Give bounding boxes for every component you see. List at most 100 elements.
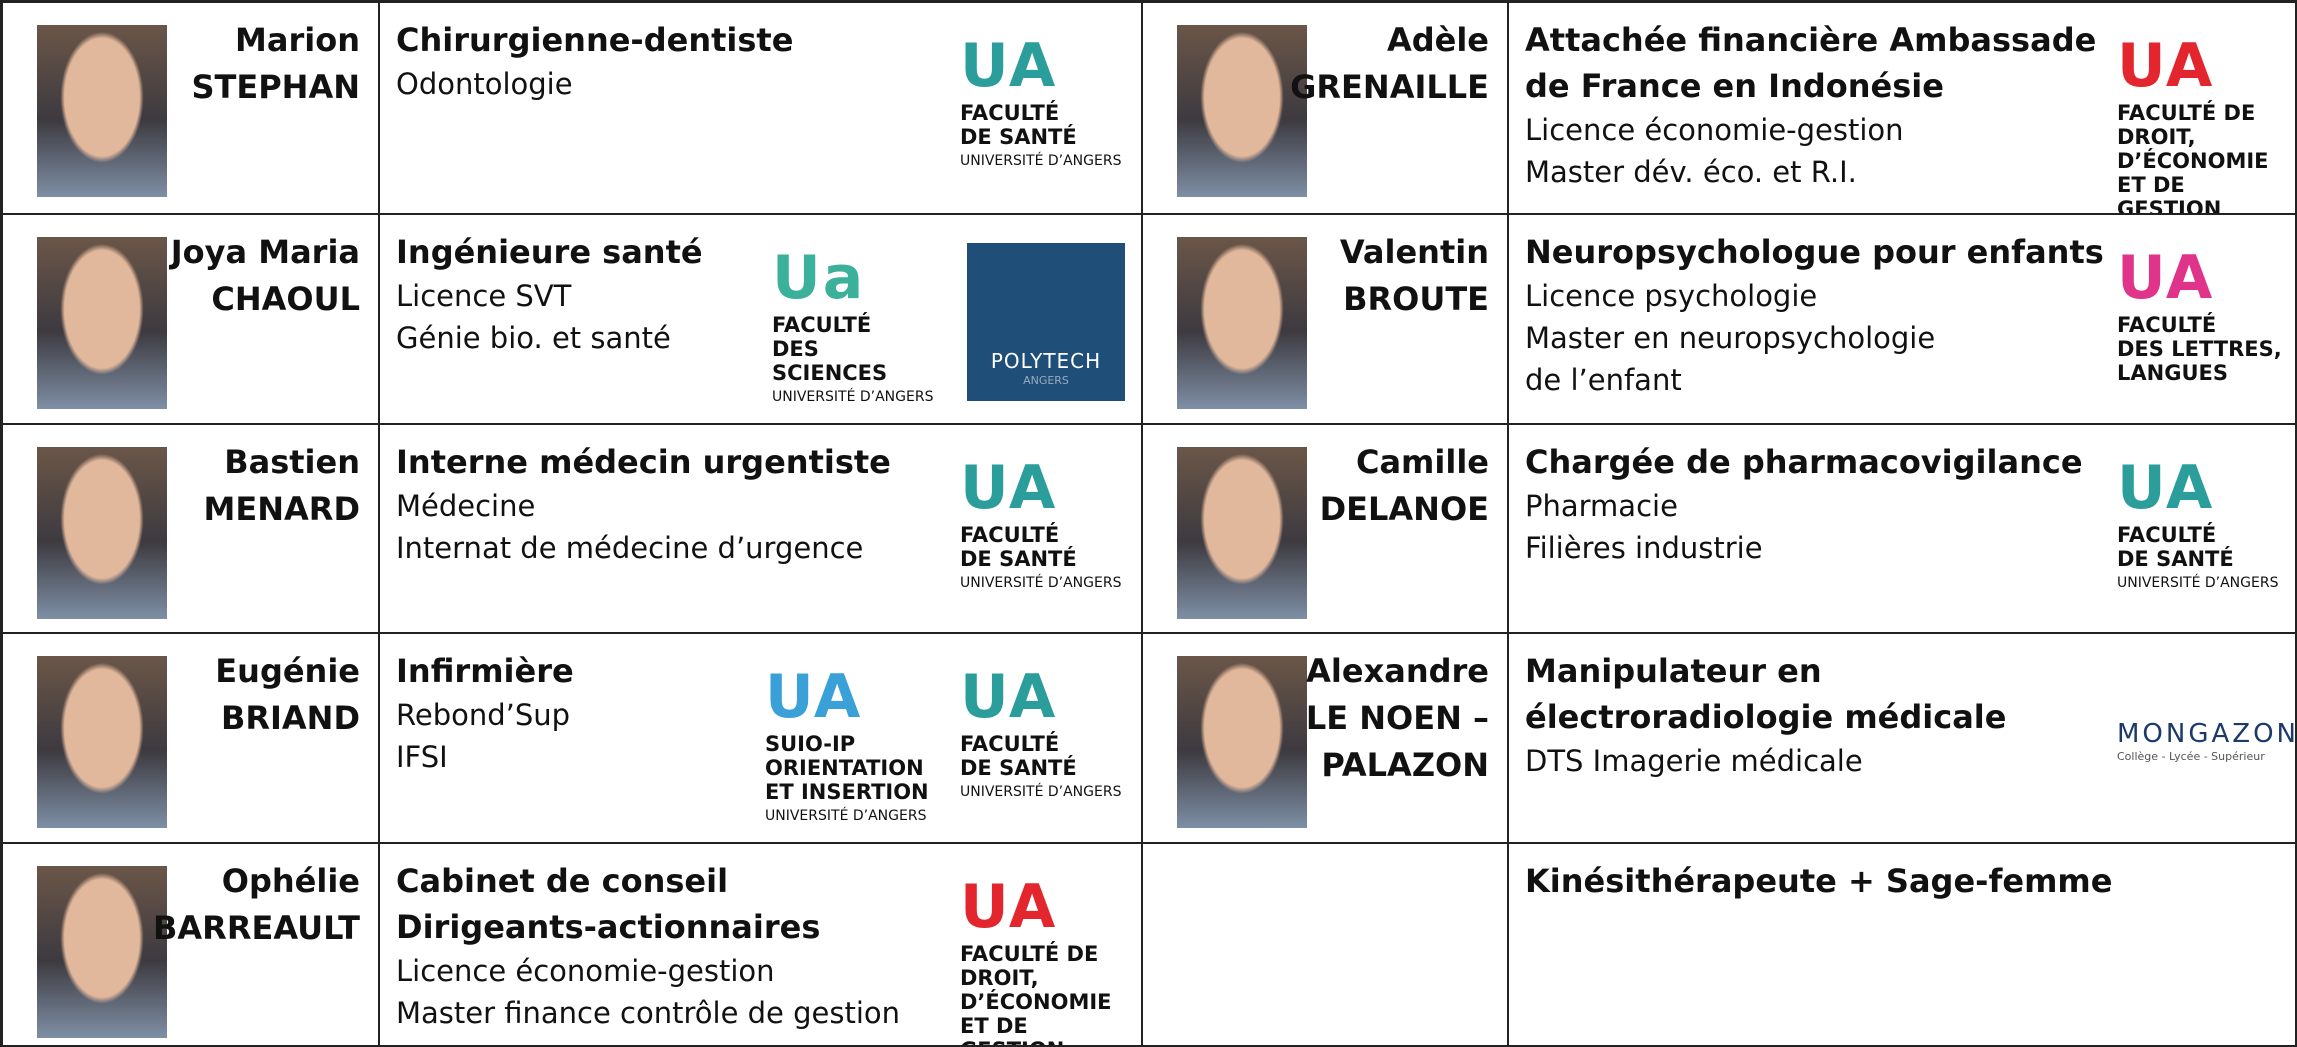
job-cell: Attachée financière Ambassade de France e… (1508, 2, 2295, 214)
job-title: Chargée de pharmacovigilance (1525, 443, 2083, 481)
job-cell: Kinésithérapeute + Sage-femme (1508, 843, 2295, 1045)
name-line: Alexandre (1306, 652, 1489, 690)
study-line: Odontologie (396, 67, 573, 101)
logo-text: FACULTÉ (2117, 523, 2217, 547)
logo-text: FACULTÉ (960, 101, 1060, 125)
name-line: BARREAULT (153, 909, 360, 947)
logo-text: ET DE GESTION (2117, 173, 2222, 214)
logo-subtext: Collège - Lycée - Supérieur (2117, 750, 2265, 763)
study-line: Master en neuropsychologie (1525, 321, 1936, 355)
person-cell: Alexandre LE NOEN – PALAZON (1142, 633, 1508, 843)
logo-subtext: UNIVERSITÉ D’ANGERS (772, 389, 934, 405)
job-text: Ingénieure santé Licence SVT Génie bio. et… (396, 229, 772, 423)
study-line: Licence SVT (396, 279, 572, 313)
study-line: IFSI (396, 740, 448, 774)
photo (37, 866, 167, 1038)
logo-text: DES SCIENCES (772, 337, 888, 385)
person-name: Valentin BROUTE (1340, 229, 1489, 323)
logos: MONGAZON Collège - Lycée - Supérieur (2117, 648, 2297, 842)
name-line: Camille (1355, 443, 1489, 481)
logo: UA FACULTÉ DES LETTRES, LANGUES (2117, 243, 2282, 385)
logo-subtext: UNIVERSITÉ D’ANGERS (960, 153, 1122, 169)
person-cell: Camille DELANOE (1142, 424, 1508, 633)
job: Chargée de pharmacovigilance Pharmacie Fil… (1509, 425, 2295, 632)
logo-mark: UA (960, 453, 1058, 523)
logo-mark: UA (960, 872, 1058, 942)
logo-text: DE SANTÉ (960, 756, 1077, 780)
name-line: MENARD (203, 490, 360, 528)
logo-subtext: UNIVERSITÉ D’ANGERS (2117, 575, 2279, 591)
logo-text: LANGUES (2117, 361, 2228, 385)
logo-subtext: ANGERS (1023, 374, 1069, 387)
name-line: CHAOUL (211, 280, 360, 318)
study-line: Génie bio. et santé (396, 321, 671, 355)
study-line: Rebond’Sup (396, 698, 571, 732)
photo (1177, 656, 1307, 828)
person-cell: Bastien MENARD (2, 424, 379, 633)
logo-text: ET DE GESTION (960, 1014, 1064, 1045)
person-name: Joya Maria CHAOUL (171, 229, 360, 323)
job-title: Attachée financière Ambassade (1525, 21, 2097, 59)
job: Chirurgienne-dentiste Odontologie UA FACULT… (380, 3, 1141, 213)
job-title: Manipulateur en électroradiologie médica… (1525, 652, 2007, 736)
logo: UA FACULTÉ DE SANTÉ UNIVERSITÉ D’ANGERS (960, 453, 1125, 591)
logo-text: MONGAZON (2117, 719, 2297, 749)
person-cell (1142, 843, 1508, 1045)
logo-text: FACULTÉ DE DROIT, (960, 942, 1099, 990)
job: Interne médecin urgentiste Médecine Intern… (380, 425, 1141, 632)
job-text: Interne médecin urgentiste Médecine Intern… (396, 439, 960, 632)
name-line: Eugénie (215, 652, 360, 690)
job-cell: Cabinet de conseil Dirigeants-actionnaire… (379, 843, 1142, 1045)
study-line: Licence économie-gestion (396, 954, 775, 988)
job-text: Attachée financière Ambassade de France e… (1525, 17, 2117, 213)
logo-subtext: UNIVERSITÉ D’ANGERS (960, 784, 1122, 800)
job-cell: Chirurgienne-dentiste Odontologie UA FACULT… (379, 2, 1142, 214)
job-text: Manipulateur en électroradiologie médica… (1525, 648, 2117, 842)
name-line: Ophélie (221, 862, 360, 900)
name-line: LE NOEN – (1305, 699, 1489, 737)
job-text: Chargée de pharmacovigilance Pharmacie Fil… (1525, 439, 2117, 632)
study-line: Pharmacie (1525, 489, 1678, 523)
job-cell: Manipulateur en électroradiologie médica… (1508, 633, 2297, 843)
logo: MONGAZON Collège - Lycée - Supérieur (2117, 662, 2297, 763)
logo: UA FACULTÉ DE SANTÉ UNIVERSITÉ D’ANGERS (2117, 453, 2282, 591)
logos: Ua FACULTÉ DES SCIENCES UNIVERSITÉ D’ANGERS… (772, 229, 1125, 423)
job: Kinésithérapeute + Sage-femme (1509, 844, 2295, 1045)
logo: POLYTECH ANGERS (967, 243, 1125, 401)
job: Neuropsychologue pour enfants Licence psy… (1509, 215, 2295, 423)
name-line: DELANOE (1319, 490, 1489, 528)
job-title: de France en Indonésie (1525, 67, 1944, 105)
study-line: Licence psychologie (1525, 279, 1818, 313)
logo: Ua FACULTÉ DES SCIENCES UNIVERSITÉ D’ANGERS (772, 243, 937, 405)
logo-mark: POLYTECH (990, 349, 1102, 373)
name-line: STEPHAN (191, 68, 360, 106)
logos: UA FACULTÉ DE SANTÉ UNIVERSITÉ D’ANGERS (960, 17, 1125, 213)
job-title: Infirmière (396, 652, 574, 690)
job-cell: Neuropsychologue pour enfants Licence psy… (1508, 214, 2295, 424)
name-line: Adèle (1386, 21, 1489, 59)
person-name: Marion STEPHAN (191, 17, 360, 111)
job-title: Neuropsychologue pour enfants (1525, 233, 2104, 271)
logo-text: FACULTÉ (960, 523, 1060, 547)
person-cell: Adèle GRENAILLE (1142, 2, 1508, 214)
logo: UA SUIO-IP ORIENTATION ET INSERTION UNIVERSI… (765, 662, 930, 824)
logo-text: DES LETTRES, (2117, 337, 2282, 361)
logo-text: ET INSERTION (765, 780, 929, 804)
study-line: Médecine (396, 489, 536, 523)
logo-text: FACULTÉ (2117, 313, 2217, 337)
person-name: Eugénie BRIAND (215, 648, 360, 742)
logo-text: D’ÉCONOMIE (960, 990, 1112, 1014)
job-cell: Infirmière Rebond’Sup IFSI UA SUIO-IP ORIENTA… (379, 633, 1142, 843)
logo: UA FACULTÉ DE SANTÉ UNIVERSITÉ D’ANGERS (960, 31, 1125, 169)
logo-subtext: UNIVERSITÉ D’ANGERS (960, 575, 1122, 591)
logo-mark: UA (2117, 243, 2215, 313)
job-text: Cabinet de conseil Dirigeants-actionnaire… (396, 858, 960, 1045)
study-line: Master finance contrôle de gestion (396, 996, 901, 1030)
logo-mark: Ua (772, 243, 866, 313)
person-name: Camille DELANOE (1320, 439, 1489, 533)
job-text: Chirurgienne-dentiste Odontologie (396, 17, 960, 213)
logo-text: FACULTÉ DE DROIT, (2117, 101, 2256, 149)
